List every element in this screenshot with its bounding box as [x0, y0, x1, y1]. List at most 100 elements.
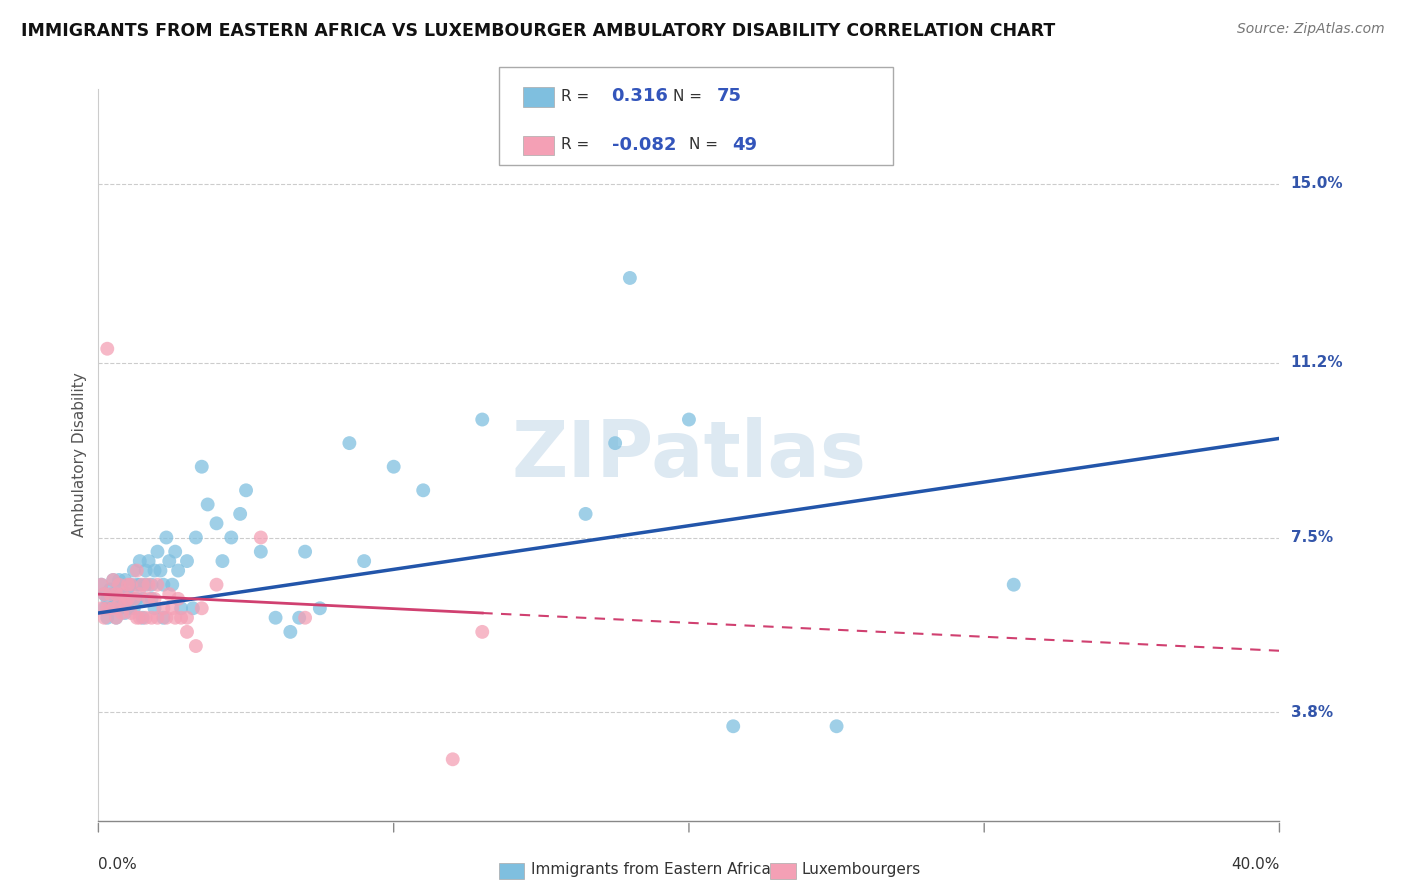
- Point: [176, 624, 198, 639]
- Point: [117, 591, 139, 606]
- Point: [138, 591, 160, 606]
- Point: [280, 624, 302, 639]
- Text: R =: R =: [561, 89, 595, 103]
- Text: Luxembourgers: Luxembourgers: [801, 863, 921, 877]
- Point: [135, 611, 157, 625]
- Text: 0.0%: 0.0%: [98, 857, 138, 872]
- Point: [229, 507, 252, 521]
- Point: [108, 587, 131, 601]
- Point: [143, 564, 166, 578]
- Point: [825, 719, 848, 733]
- Point: [96, 342, 118, 356]
- Point: [221, 531, 243, 545]
- Point: [167, 564, 190, 578]
- Point: [339, 436, 361, 450]
- Point: [96, 601, 118, 615]
- Text: R =: R =: [561, 137, 595, 152]
- Point: [132, 591, 155, 606]
- Point: [103, 601, 125, 615]
- Point: [191, 459, 214, 474]
- Text: 49: 49: [733, 136, 758, 153]
- Point: [114, 606, 136, 620]
- Point: [98, 601, 121, 615]
- Point: [157, 554, 180, 568]
- Point: [114, 597, 136, 611]
- Point: [441, 752, 464, 766]
- Text: 40.0%: 40.0%: [1232, 857, 1279, 872]
- Point: [105, 611, 128, 625]
- Point: [382, 459, 405, 474]
- Point: [111, 597, 134, 611]
- Text: N =: N =: [689, 137, 723, 152]
- Point: [162, 577, 183, 591]
- Point: [412, 483, 434, 498]
- Point: [181, 601, 204, 615]
- Point: [96, 591, 118, 606]
- Point: [117, 601, 139, 615]
- Point: [122, 564, 145, 578]
- Point: [197, 498, 219, 512]
- Point: [132, 577, 155, 591]
- Text: -0.082: -0.082: [612, 136, 676, 153]
- Point: [141, 611, 163, 625]
- Point: [120, 577, 142, 591]
- Point: [143, 591, 166, 606]
- Point: [288, 611, 311, 625]
- Point: [125, 611, 148, 625]
- Point: [141, 577, 163, 591]
- Point: [90, 601, 112, 615]
- Point: [152, 577, 174, 591]
- Text: 7.5%: 7.5%: [1291, 530, 1333, 545]
- Point: [184, 639, 207, 653]
- Point: [250, 544, 273, 558]
- Point: [122, 591, 145, 606]
- Point: [250, 531, 273, 545]
- Point: [103, 587, 125, 601]
- Point: [132, 611, 155, 625]
- Point: [143, 601, 166, 615]
- Point: [105, 611, 128, 625]
- Point: [141, 591, 163, 606]
- Point: [114, 573, 136, 587]
- Point: [162, 601, 183, 615]
- Point: [90, 577, 112, 591]
- Point: [138, 577, 160, 591]
- Point: [471, 412, 494, 426]
- Point: [176, 554, 198, 568]
- Point: [149, 564, 172, 578]
- Point: [93, 587, 115, 601]
- Point: [678, 412, 700, 426]
- Point: [125, 564, 148, 578]
- Point: [165, 611, 187, 625]
- Point: [575, 507, 598, 521]
- Point: [191, 601, 214, 615]
- Point: [155, 531, 177, 545]
- Point: [111, 587, 134, 601]
- Point: [122, 601, 145, 615]
- Text: 3.8%: 3.8%: [1291, 705, 1333, 720]
- Point: [96, 611, 118, 625]
- Point: [103, 573, 125, 587]
- Text: Source: ZipAtlas.com: Source: ZipAtlas.com: [1237, 22, 1385, 37]
- Point: [723, 719, 745, 733]
- Point: [170, 611, 193, 625]
- Point: [294, 611, 316, 625]
- Text: N =: N =: [673, 89, 707, 103]
- Point: [235, 483, 257, 498]
- Point: [471, 624, 494, 639]
- Point: [120, 577, 142, 591]
- Y-axis label: Ambulatory Disability: Ambulatory Disability: [72, 373, 87, 537]
- Point: [1002, 577, 1025, 591]
- Point: [128, 577, 150, 591]
- Point: [167, 591, 190, 606]
- Point: [205, 577, 228, 591]
- Point: [155, 611, 177, 625]
- Point: [108, 597, 131, 611]
- Point: [117, 587, 139, 601]
- Point: [98, 582, 121, 597]
- Point: [90, 577, 112, 591]
- Point: [128, 611, 150, 625]
- Point: [98, 587, 121, 601]
- Point: [105, 597, 128, 611]
- Text: 75: 75: [717, 87, 742, 105]
